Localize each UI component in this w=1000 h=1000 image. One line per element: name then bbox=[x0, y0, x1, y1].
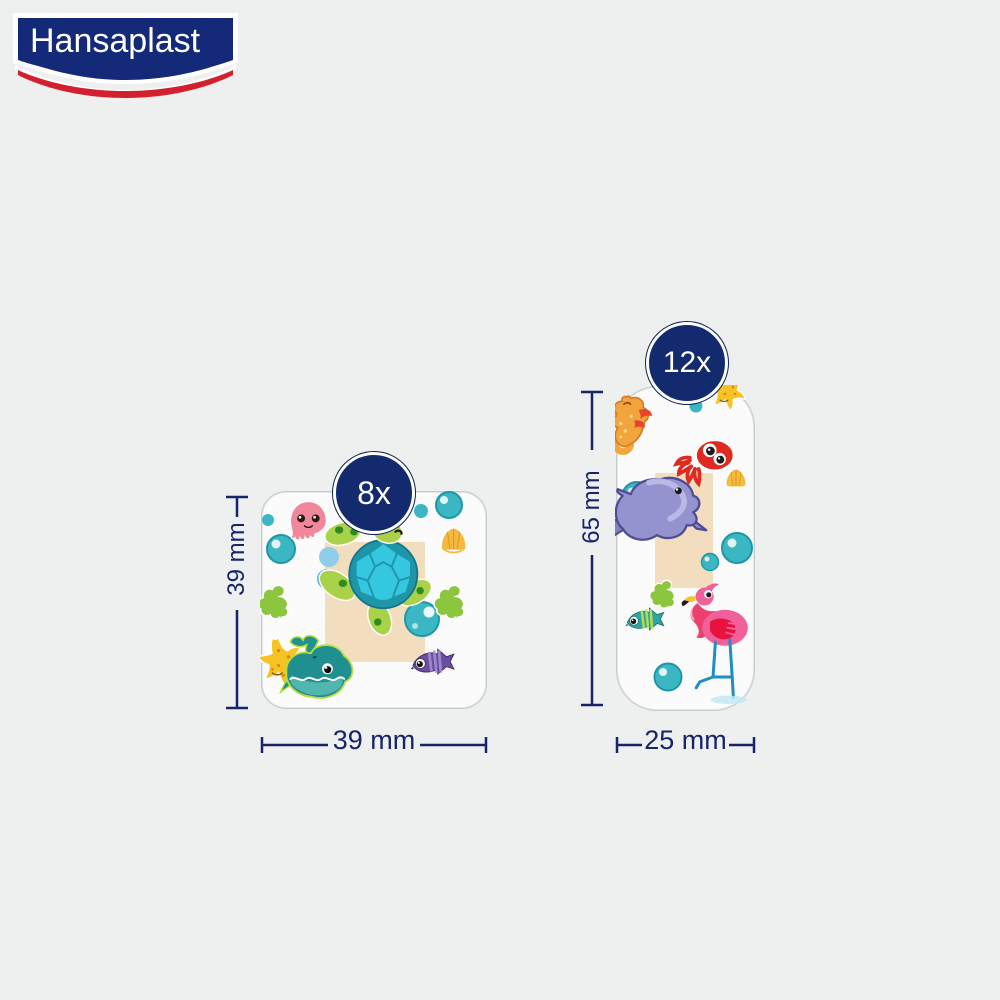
svg-text:Hansaplast: Hansaplast bbox=[30, 22, 201, 60]
